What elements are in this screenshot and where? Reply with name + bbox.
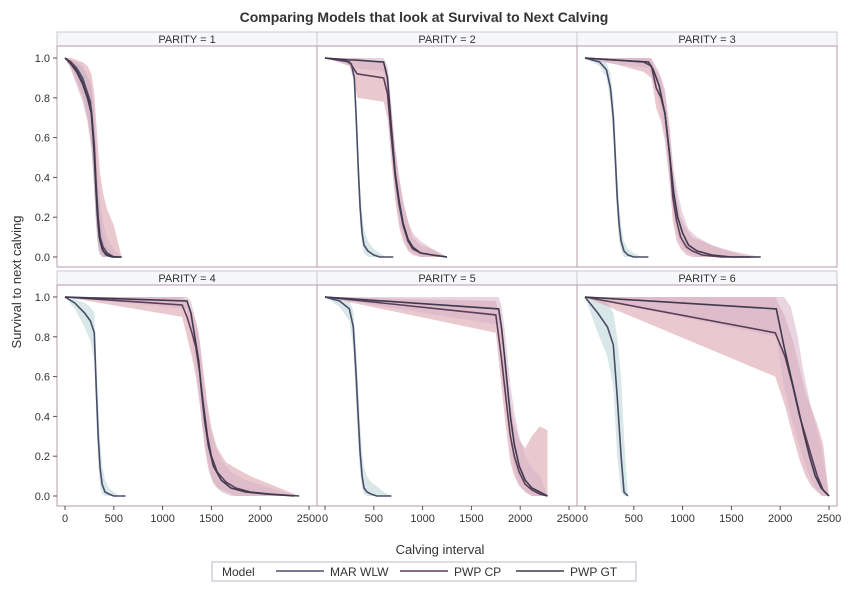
x-tick-label: 0	[322, 513, 328, 525]
legend: Model MAR WLW PWP CP PWP GT	[211, 561, 637, 582]
confidence-band	[325, 58, 447, 257]
x-tick-label: 500	[625, 513, 643, 525]
x-tick-label: 0	[582, 513, 588, 525]
survival-line	[324, 296, 392, 497]
x-tick-label: 1000	[410, 513, 434, 525]
x-tick-label: 500	[105, 513, 123, 525]
legend-entry-label: PWP CP	[454, 565, 501, 579]
x-tick-label: 0	[62, 513, 68, 525]
facet-panel: PARITY = 6	[576, 270, 838, 507]
x-tick-label: 1000	[150, 513, 174, 525]
survival-line	[64, 57, 122, 258]
panel-label: PARITY = 1	[158, 34, 215, 46]
survival-line	[584, 296, 629, 497]
legend-entry-label: PWP GT	[570, 565, 618, 579]
survival-line	[64, 296, 295, 497]
y-tick-label: 1.0	[35, 53, 50, 65]
y-tick-label: 0.0	[35, 491, 50, 503]
y-tick-label: 0.6	[35, 372, 50, 384]
chart-title: Comparing Models that look at Survival t…	[240, 9, 609, 25]
facet-panel: PARITY = 2	[316, 31, 578, 268]
panel-label: PARITY = 2	[418, 34, 475, 46]
survival-line	[64, 296, 126, 497]
confidence-band	[585, 297, 628, 496]
panel-label: PARITY = 6	[678, 273, 735, 285]
confidence-band	[65, 297, 126, 496]
x-tick-label: 2000	[248, 513, 272, 525]
survival-line	[324, 57, 448, 258]
legend-title: Model	[222, 565, 255, 579]
x-tick-label: 1500	[199, 513, 223, 525]
y-tick-label: 0.0	[35, 252, 50, 264]
x-tick-label: 2500	[817, 513, 841, 525]
facet-panel: PARITY = 5	[316, 270, 578, 507]
y-tick-label: 0.2	[35, 212, 50, 224]
y-axis-label: Survival to next calving	[9, 216, 24, 349]
x-axis-label: Calving interval	[396, 542, 485, 557]
x-tick-label: 2000	[768, 513, 792, 525]
panel-label: PARITY = 5	[418, 273, 475, 285]
y-tick-label: 0.8	[35, 93, 50, 105]
x-tick-label: 1500	[719, 513, 743, 525]
panel-grid: PARITY = 1 PARITY = 2 PARITY = 3 PARITY = 4…	[56, 31, 838, 507]
facet-panel: PARITY = 4	[56, 270, 318, 507]
axes-group: 0.0 0.2 0.4 0.6 0.8 1.0 0.0 0.2 0.4 0.6 0.8 1.0 0 500…	[35, 53, 842, 525]
x-tick-label: 1500	[459, 513, 483, 525]
x-tick-label: 1000	[670, 513, 694, 525]
x-tick-label: 500	[365, 513, 383, 525]
survival-line	[324, 296, 548, 497]
confidence-band	[325, 297, 548, 496]
panel-label: PARITY = 3	[678, 34, 735, 46]
facet-panel: PARITY = 1	[56, 31, 318, 268]
panel-label: PARITY = 4	[158, 273, 215, 285]
survival-line	[584, 296, 830, 497]
confidence-band	[65, 58, 122, 257]
y-tick-label: 0.8	[35, 332, 50, 344]
facet-panel: PARITY = 3	[576, 31, 838, 268]
x-tick-label: 2500	[557, 513, 581, 525]
y-tick-label: 0.4	[35, 172, 50, 184]
confidence-band	[325, 297, 392, 496]
y-tick-label: 1.0	[35, 292, 50, 304]
x-tick-label: 2500	[297, 513, 321, 525]
survival-line	[584, 57, 761, 258]
y-tick-label: 0.2	[35, 451, 50, 463]
legend-entry-label: MAR WLW	[330, 565, 389, 579]
y-tick-label: 0.4	[35, 411, 50, 423]
x-tick-label: 2000	[508, 513, 532, 525]
survival-line	[324, 296, 548, 497]
y-tick-label: 0.6	[35, 133, 50, 145]
survival-line	[584, 57, 649, 258]
confidence-band	[585, 297, 829, 496]
